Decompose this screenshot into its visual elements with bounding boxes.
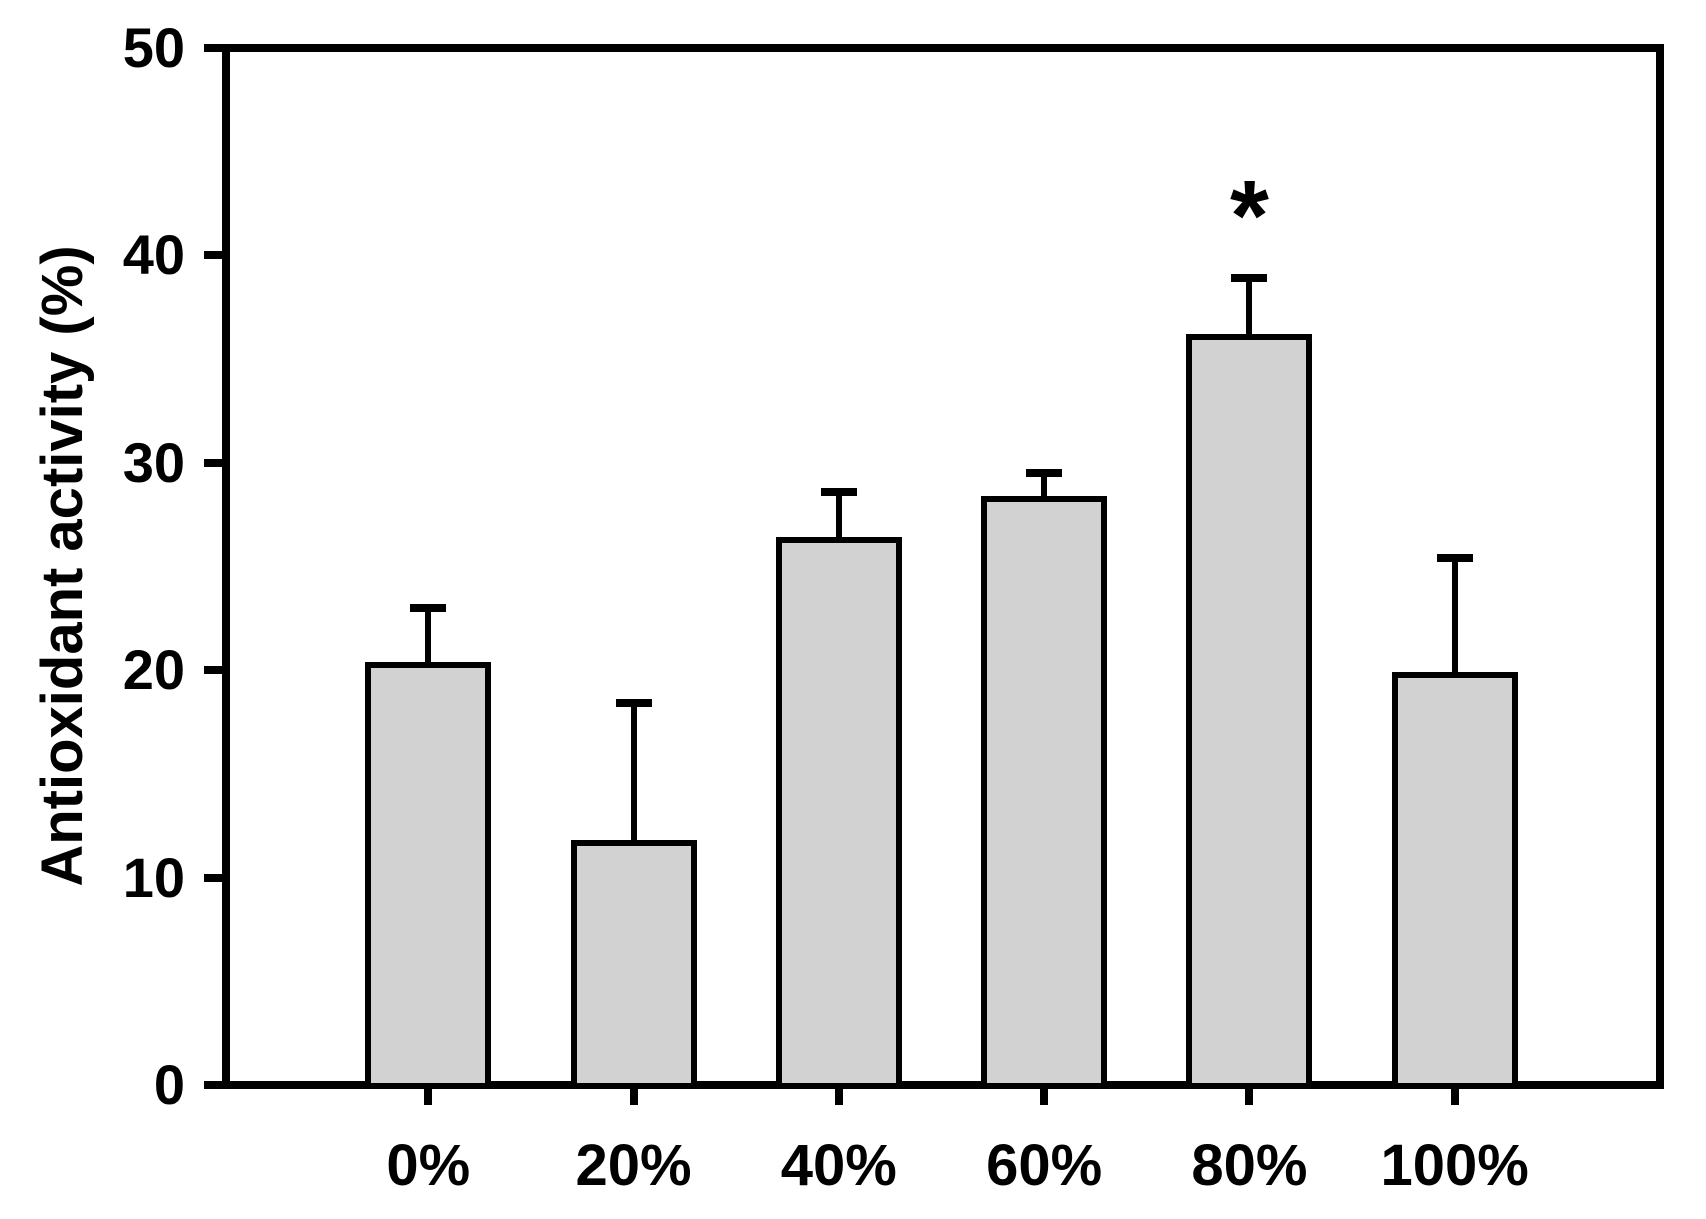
error-bar-stem [1451, 558, 1458, 673]
x-axis-tick [629, 1089, 638, 1105]
error-bar-stem [425, 607, 432, 662]
error-bar-stem [1041, 473, 1048, 496]
y-axis-tick [204, 1081, 222, 1089]
y-axis-tick [204, 44, 222, 52]
error-bar-cap [1436, 554, 1473, 563]
x-axis-tick-label: 60% [986, 1133, 1103, 1198]
error-bar-stem [630, 703, 637, 841]
y-axis-tick-label: 30 [122, 430, 185, 494]
y-axis-tick [204, 666, 222, 675]
y-axis-tick-label: 0 [153, 1053, 185, 1116]
x-axis-tick [1450, 1089, 1459, 1105]
error-bar-cap [820, 487, 857, 496]
bar [365, 661, 492, 1089]
x-axis-tick-label: 0% [386, 1133, 471, 1198]
y-axis-tick [204, 458, 222, 467]
x-axis-tick [424, 1089, 433, 1105]
x-axis-tick-label: 20% [575, 1133, 692, 1198]
error-bar-cap [1231, 274, 1268, 283]
y-axis-tick-label: 40 [122, 223, 185, 287]
y-axis-tick [204, 251, 222, 260]
bar [775, 537, 902, 1089]
x-axis-tick [1040, 1089, 1049, 1105]
error-bar-cap [410, 603, 447, 612]
bar [570, 840, 697, 1089]
x-axis-tick [1245, 1089, 1254, 1105]
y-axis-tick-label: 50 [122, 16, 185, 79]
x-axis-tick [834, 1089, 843, 1105]
y-axis-tick-label: 20 [122, 638, 185, 702]
x-axis-tick-label: 80% [1191, 1133, 1308, 1198]
error-bar-cap [1026, 469, 1063, 478]
error-bar-stem [1246, 278, 1253, 335]
bar [1186, 334, 1313, 1089]
error-bar-stem [835, 491, 842, 538]
error-bar-cap [615, 699, 652, 708]
bar [981, 495, 1108, 1089]
x-axis-tick-label: 100% [1380, 1133, 1529, 1198]
bar [1391, 672, 1518, 1089]
x-axis-tick-label: 40% [780, 1133, 897, 1198]
y-axis-tick-label: 10 [122, 845, 185, 909]
significance-asterisk: * [1229, 160, 1269, 273]
y-axis-tick [204, 873, 222, 882]
